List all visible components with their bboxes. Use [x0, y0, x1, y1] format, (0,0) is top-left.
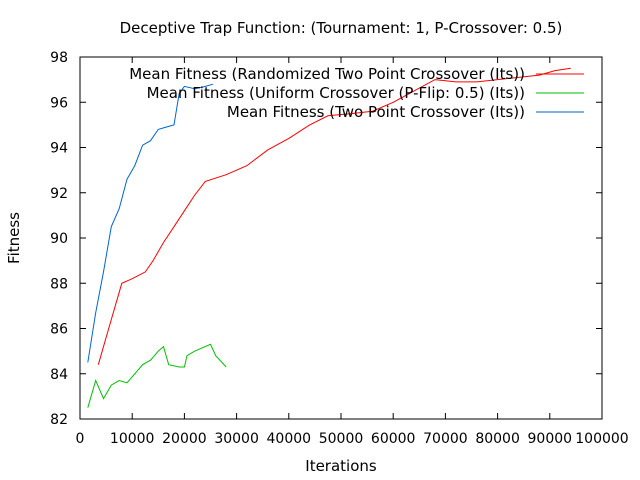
y-tick-label: 96	[50, 95, 68, 111]
x-axis: 0 10000 20000 30000 40000 50000 60000 70000 8000…	[76, 57, 629, 447]
x-tick-label: 80000	[475, 431, 520, 447]
y-tick-label: 94	[50, 141, 68, 157]
x-tick-label: 0	[76, 431, 85, 447]
y-tick-label: 82	[50, 412, 68, 428]
y-axis-label: Fitness	[5, 212, 23, 264]
legend-label-2: Mean Fitness (Uniform Crossover (P-Flip:…	[147, 84, 525, 102]
x-axis-label: Iterations	[305, 457, 377, 475]
y-tick-label: 88	[50, 276, 68, 292]
series-line-1	[97, 67, 571, 365]
y-axis: 82 84 86 88 90 92 94 96 98	[50, 50, 602, 428]
legend: Mean Fitness (Randomized Two Point Cross…	[129, 65, 584, 121]
x-tick-label: 60000	[371, 431, 416, 447]
series-line-3	[87, 83, 214, 363]
y-tick-label: 86	[50, 322, 68, 338]
series-line-2	[87, 343, 227, 408]
x-tick-label: 20000	[162, 431, 207, 447]
x-tick-label: 40000	[267, 431, 312, 447]
x-tick-label: 70000	[423, 431, 468, 447]
x-tick-label: 10000	[110, 431, 155, 447]
legend-label-1: Mean Fitness (Randomized Two Point Cross…	[129, 65, 525, 83]
series-lines	[87, 67, 571, 408]
x-tick-label: 90000	[528, 431, 573, 447]
y-tick-label: 84	[50, 367, 68, 383]
x-tick-label: 50000	[319, 431, 364, 447]
x-tick-label: 100000	[575, 431, 628, 447]
y-tick-label: 92	[50, 186, 68, 202]
y-tick-label: 90	[50, 231, 68, 247]
legend-label-3: Mean Fitness (Two Point Crossover (Its))	[227, 103, 525, 121]
x-tick-label: 30000	[214, 431, 259, 447]
chart-title: Deceptive Trap Function: (Tournament: 1,…	[120, 19, 563, 37]
y-tick-label: 98	[50, 50, 68, 66]
